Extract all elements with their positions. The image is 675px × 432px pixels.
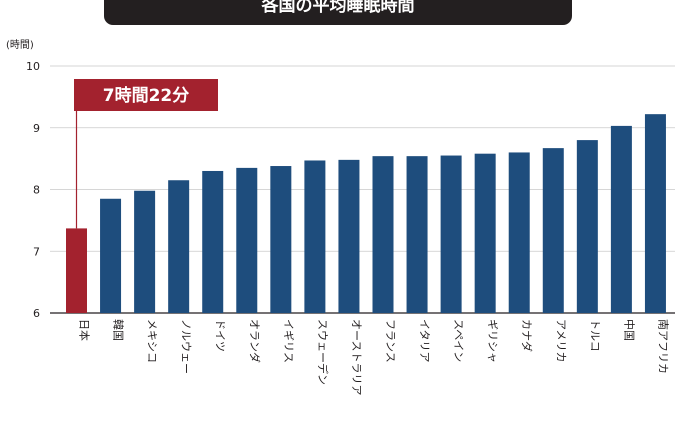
y-tick-label: 8: [33, 184, 40, 197]
callout-text: 7時間22分: [103, 85, 190, 106]
y-tick-label: 7: [33, 245, 40, 258]
y-axis-ticks: 6 7 8 9 10: [26, 60, 40, 320]
bar: [440, 155, 462, 313]
chart-title-banner: 各国の平均睡眠時間: [104, 0, 572, 25]
bar: [236, 167, 258, 313]
bar: [304, 160, 326, 313]
category-label: スペイン: [452, 319, 465, 362]
bar: [270, 166, 292, 313]
category-label: イタリア: [418, 319, 431, 363]
bar: [100, 198, 122, 313]
callout-box: [74, 79, 218, 111]
annotation-callout: 7時間22分: [74, 79, 218, 229]
y-tick-label: 6: [33, 307, 40, 320]
category-label: トルコ: [588, 319, 601, 352]
y-axis-unit-label: (時間): [6, 39, 34, 51]
category-label: オーストラリア: [350, 319, 363, 395]
bar: [168, 180, 190, 313]
bars: [66, 114, 666, 314]
y-tick-label: 9: [33, 122, 40, 135]
bar: [508, 152, 530, 313]
category-label: アメリカ: [554, 319, 567, 362]
category-label: オランダ: [248, 319, 262, 363]
bar: [134, 190, 156, 313]
category-label: イギリス: [282, 319, 295, 363]
category-label: フランス: [384, 319, 397, 363]
bar: [644, 114, 666, 313]
category-label: ドイツ: [214, 319, 227, 352]
category-label: ノルウェー: [180, 319, 193, 374]
category-label: 南アフリカ: [656, 319, 669, 374]
bar: [406, 156, 428, 313]
chart-title: 各国の平均睡眠時間: [261, 0, 415, 16]
category-label: 韓国: [112, 319, 125, 341]
bar: [576, 140, 598, 313]
category-label: メキシコ: [146, 319, 159, 363]
bar: [66, 228, 87, 313]
category-label: カナダ: [520, 319, 534, 352]
category-label: スウェーデン: [316, 319, 330, 385]
y-tick-label: 10: [26, 60, 40, 73]
bar: [542, 148, 564, 313]
bar: [610, 125, 632, 314]
category-label: 日本: [78, 319, 92, 341]
bar: [372, 156, 394, 313]
category-label: 中国: [622, 319, 635, 341]
bar: [474, 153, 496, 313]
category-labels: 日本 韓国 メキシコ ノルウェー ドイツ オランダ イギリス スウェーデン オーストラリア フラン…: [78, 319, 670, 395]
category-label: ギリシャ: [486, 319, 499, 363]
bar: [202, 170, 224, 313]
bar: [338, 159, 360, 313]
